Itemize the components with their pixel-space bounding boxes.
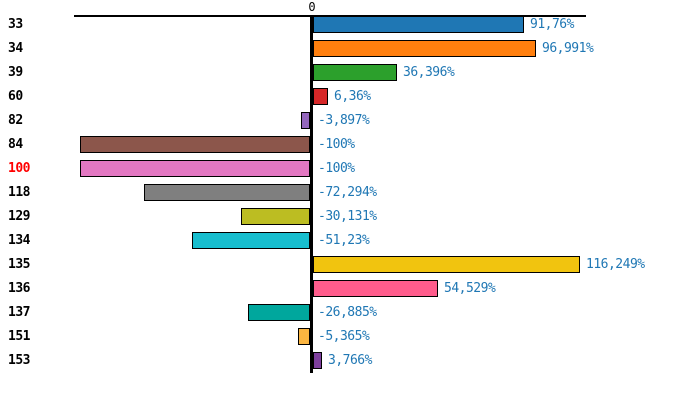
category-label: 137: [8, 305, 30, 320]
bar-row: 39 36,396%: [0, 64, 700, 81]
bar-row: 84 -100%: [0, 136, 700, 153]
bar: [80, 160, 310, 177]
bar-row: 100 -100%: [0, 160, 700, 177]
bar: [301, 112, 310, 129]
bar-row: 33 91,76%: [0, 16, 700, 33]
bar-row: 153 3,766%: [0, 352, 700, 369]
category-label: 39: [8, 65, 23, 80]
value-label: 91,76%: [530, 17, 574, 32]
category-label: 118: [8, 185, 30, 200]
bar: [313, 352, 322, 369]
bar: [248, 304, 310, 321]
bar: [313, 16, 524, 33]
bar-row: 118 -72,294%: [0, 184, 700, 201]
value-label: 36,396%: [403, 65, 455, 80]
category-label: 34: [8, 41, 23, 56]
bar-row: 136 54,529%: [0, 280, 700, 297]
category-label: 60: [8, 89, 23, 104]
value-label: 54,529%: [444, 281, 496, 296]
category-label: 153: [8, 353, 30, 368]
bar-row: 135 116,249%: [0, 256, 700, 273]
category-label: 100: [8, 161, 30, 176]
bar-row: 137 -26,885%: [0, 304, 700, 321]
bar: [144, 184, 310, 201]
category-label: 135: [8, 257, 30, 272]
value-label: -51,23%: [318, 233, 370, 248]
bar: [192, 232, 310, 249]
category-label: 136: [8, 281, 30, 296]
bar-row: 34 96,991%: [0, 40, 700, 57]
category-label: 84: [8, 137, 23, 152]
bar: [313, 88, 328, 105]
category-label: 151: [8, 329, 30, 344]
bar: [298, 328, 310, 345]
value-label: 116,249%: [586, 257, 645, 272]
value-label: -100%: [318, 161, 355, 176]
bar: [313, 40, 536, 57]
category-label: 82: [8, 113, 23, 128]
value-label: -100%: [318, 137, 355, 152]
value-label: 6,36%: [334, 89, 371, 104]
value-label: -72,294%: [318, 185, 377, 200]
value-label: -30,131%: [318, 209, 377, 224]
bar: [313, 64, 397, 81]
value-label: 3,766%: [328, 353, 372, 368]
bar: [313, 256, 580, 273]
bar: [80, 136, 310, 153]
zero-tick-label: 0: [308, 0, 316, 14]
value-label: -3,897%: [318, 113, 370, 128]
bar-row: 129 -30,131%: [0, 208, 700, 225]
value-label: 96,991%: [542, 41, 594, 56]
zero-baseline: [310, 15, 313, 373]
category-label: 134: [8, 233, 30, 248]
bar: [313, 280, 438, 297]
category-label: 129: [8, 209, 30, 224]
bar-row: 60 6,36%: [0, 88, 700, 105]
bar-row: 82 -3,897%: [0, 112, 700, 129]
bar-row: 151 -5,365%: [0, 328, 700, 345]
value-label: -26,885%: [318, 305, 377, 320]
category-label: 33: [8, 17, 23, 32]
value-label: -5,365%: [318, 329, 370, 344]
bar-row: 134 -51,23%: [0, 232, 700, 249]
bar: [241, 208, 310, 225]
